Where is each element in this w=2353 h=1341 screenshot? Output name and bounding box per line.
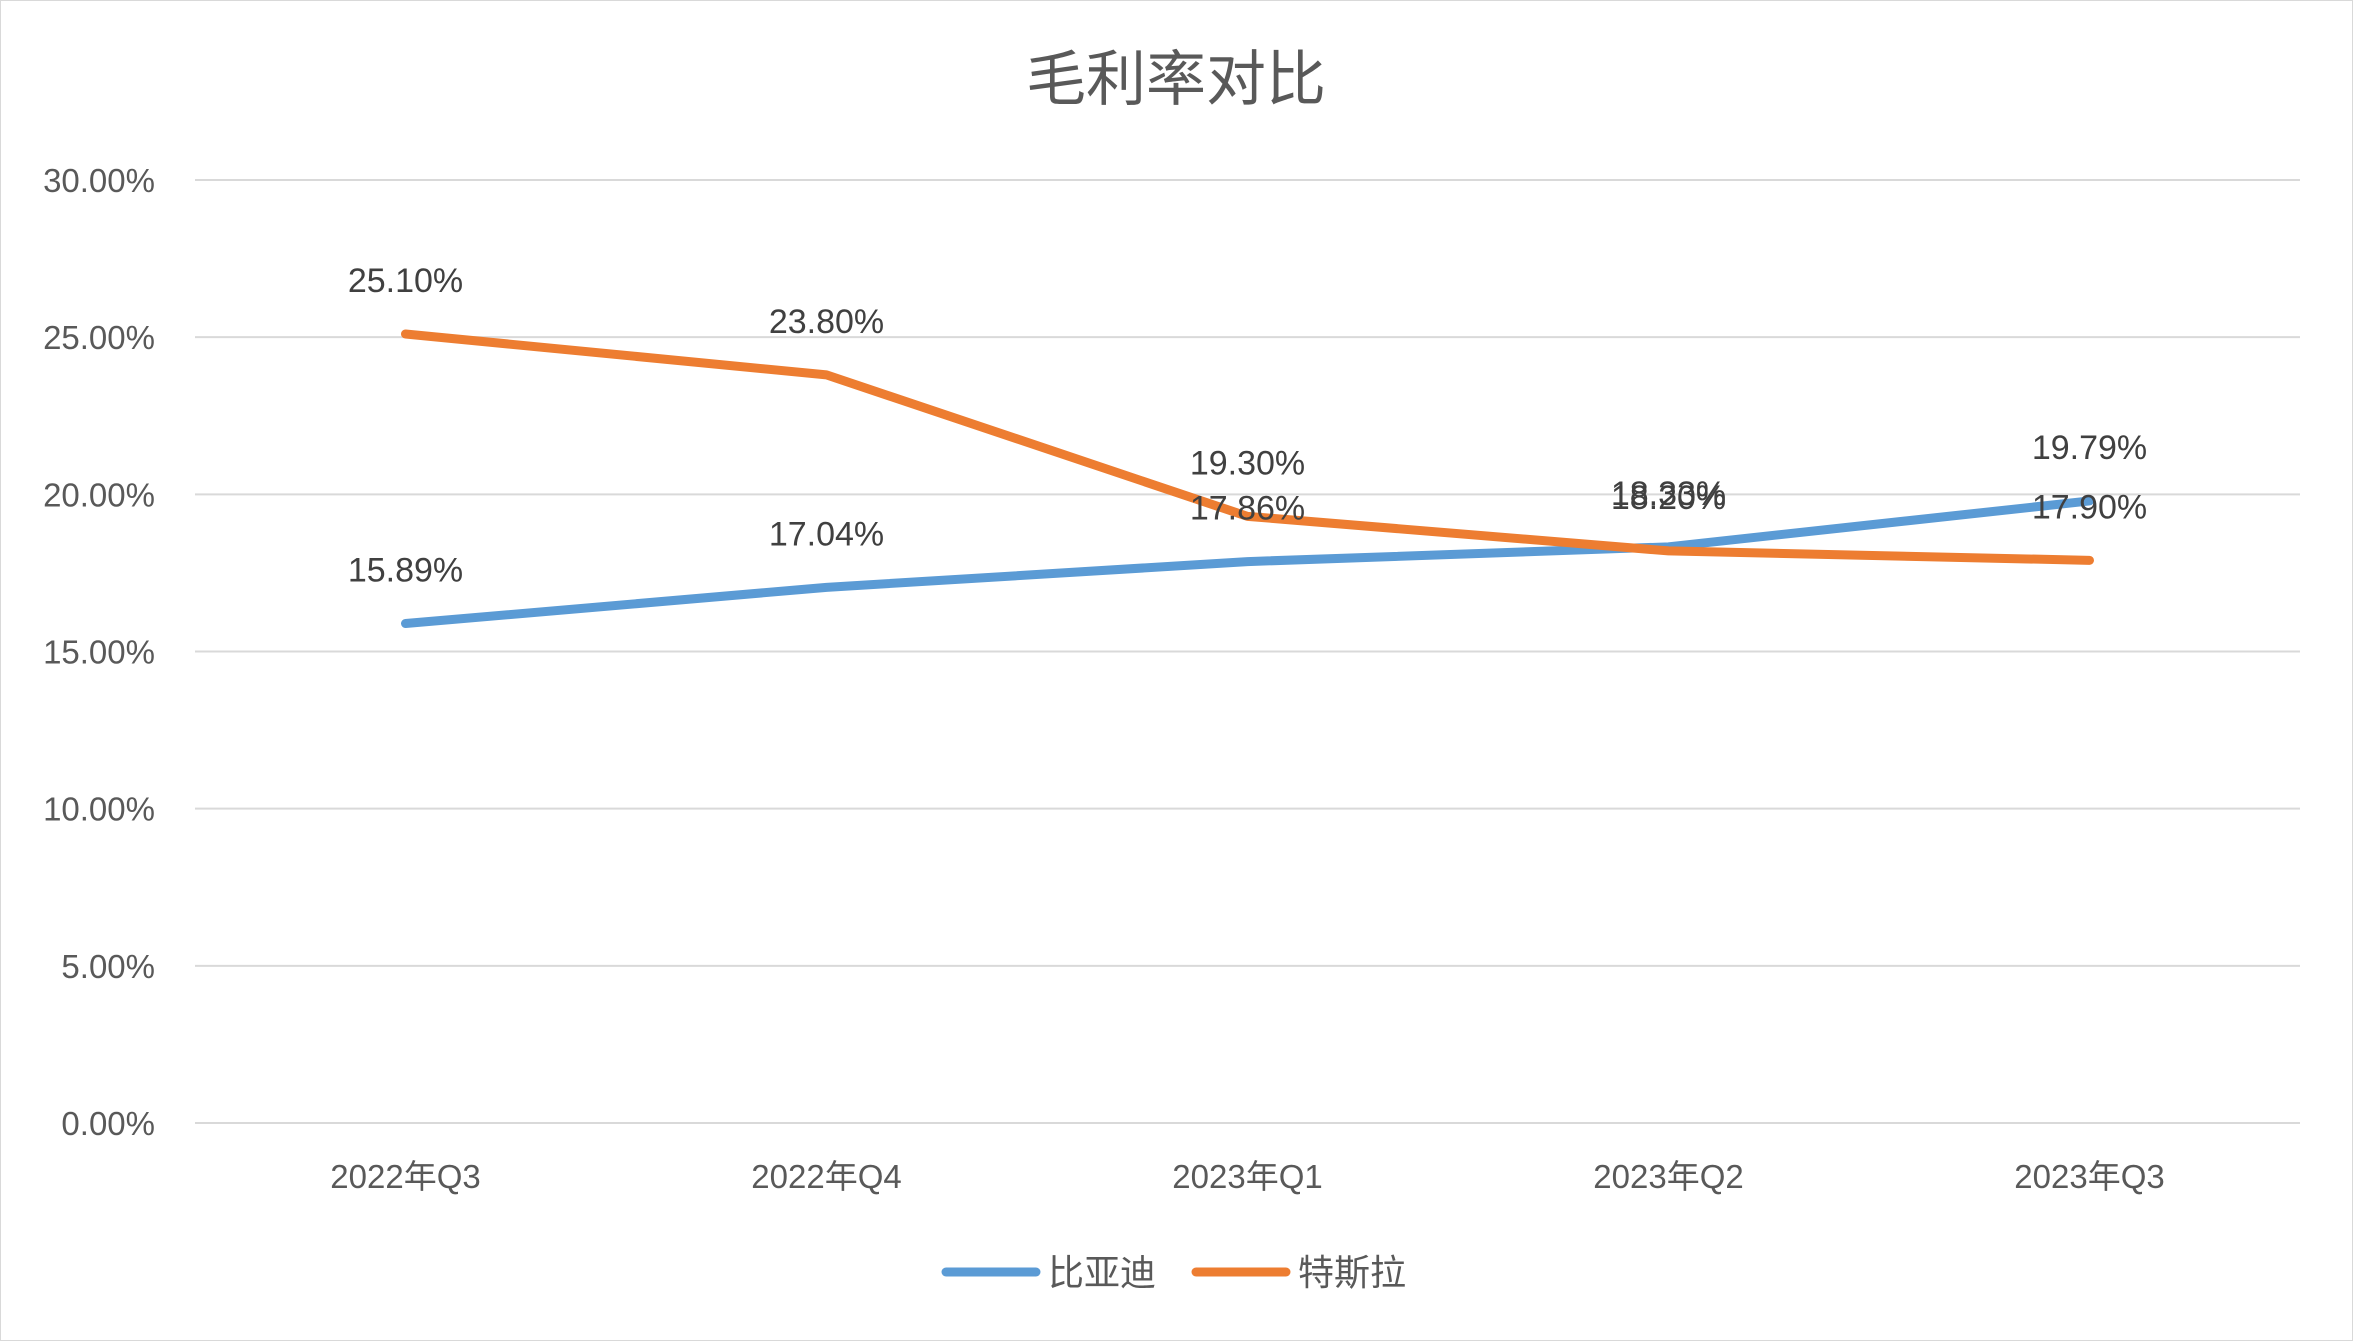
x-tick-label: 2022年Q4 xyxy=(751,1158,901,1195)
y-tick-label: 5.00% xyxy=(61,948,155,985)
y-tick-label: 0.00% xyxy=(61,1105,155,1142)
series-lines xyxy=(401,329,2094,629)
legend: 比亚迪 特斯拉 xyxy=(941,1253,1406,1294)
data-label: 25.10% xyxy=(348,262,463,300)
series-line-1 xyxy=(401,496,2094,629)
y-tick-label: 15.00% xyxy=(43,634,155,671)
data-label: 17.90% xyxy=(2032,488,2147,526)
data-label: 19.30% xyxy=(1190,444,1305,482)
data-label: 23.80% xyxy=(769,303,884,341)
y-tick-label: 30.00% xyxy=(43,162,155,199)
data-label: 18.33% xyxy=(1611,475,1726,513)
chart-title: 毛利率对比 xyxy=(1026,45,1326,115)
legend-label-2: 特斯拉 xyxy=(1298,1253,1406,1294)
legend-label-1: 比亚迪 xyxy=(1048,1253,1156,1294)
x-tick-label: 2023年Q1 xyxy=(1172,1158,1322,1195)
data-label: 18.20% xyxy=(1611,479,1726,517)
x-tick-label: 2023年Q3 xyxy=(2014,1158,2164,1195)
data-label: 19.79% xyxy=(2032,429,2147,467)
data-label: 17.04% xyxy=(769,515,884,553)
gridlines xyxy=(195,179,2300,1124)
data-label: 17.86% xyxy=(1190,490,1305,528)
x-axis-tick-labels: 2022年Q3 2022年Q4 2023年Q1 2023年Q2 2023年Q3 xyxy=(330,1158,2164,1195)
data-labels: 15.89% 17.04% 17.86% 18.33% 19.79% 25.10% 23.8… xyxy=(348,262,2147,590)
x-tick-label: 2023年Q2 xyxy=(1593,1158,1743,1195)
y-tick-label: 25.00% xyxy=(43,319,155,356)
y-tick-label: 20.00% xyxy=(43,476,155,513)
y-axis-tick-labels: 0.00% 5.00% 10.00% 15.00% 20.00% 25.00% 30.00% xyxy=(43,162,155,1142)
series-line-2 xyxy=(401,329,2094,565)
y-tick-label: 10.00% xyxy=(43,791,155,828)
data-label: 15.89% xyxy=(348,552,463,590)
x-tick-label: 2022年Q3 xyxy=(330,1158,480,1195)
